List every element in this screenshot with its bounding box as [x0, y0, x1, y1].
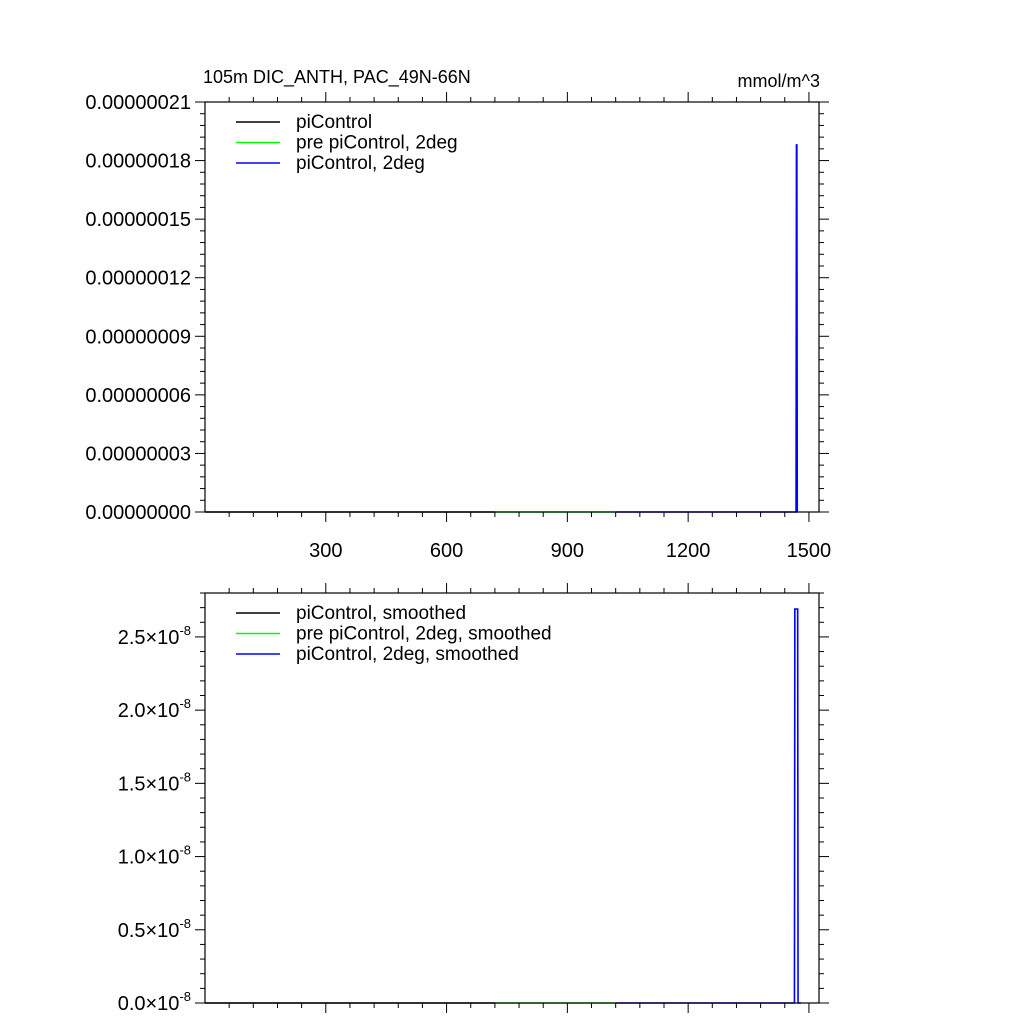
- legend-label: piControl: [296, 112, 372, 133]
- legend-label: pre piControl, 2deg: [296, 133, 458, 154]
- x-tick-label: 900: [551, 540, 584, 562]
- series-line: [615, 608, 801, 1004]
- y-tick-label: 2.5×10-8: [118, 623, 191, 649]
- y-tick-label: 0.0×10-8: [118, 989, 191, 1015]
- chart-title: 105m DIC_ANTH, PAC_49N-66N: [203, 67, 471, 88]
- axis-ticks: 300 600 900 1200 1500 0.00000000 0.00000003 0.0…: [85, 92, 831, 562]
- x-tick-label: 1200: [666, 540, 711, 562]
- series-line: [615, 144, 799, 513]
- y-tick-label: 0.00000021: [85, 92, 191, 114]
- y-tick-label: 0.00000009: [85, 326, 191, 348]
- legend-label: piControl, 2deg: [296, 153, 425, 174]
- axis-ticks: 0.0×10-8 0.5×10-8 1.0×10-8 1.5×10-8 2.0×10-8…: [118, 583, 829, 1015]
- y-tick-label: 1.0×10-8: [118, 843, 191, 869]
- y-tick-label: 0.00000006: [85, 385, 191, 407]
- y-tick-label: 1.5×10-8: [118, 769, 191, 795]
- plot-frame: [204, 101, 820, 513]
- y-tick-label: 0.5×10-8: [118, 916, 191, 942]
- y-tick-label: 0.00000018: [85, 151, 191, 173]
- y-tick-label: 2.0×10-8: [118, 696, 191, 722]
- legend-label: pre piControl, 2deg, smoothed: [296, 624, 552, 645]
- y-tick-label: 0.00000003: [85, 443, 191, 465]
- x-tick-label: 1500: [787, 540, 832, 562]
- legend-label: piControl, smoothed: [296, 603, 466, 624]
- series-group: [205, 144, 799, 513]
- x-tick-label: 300: [309, 540, 342, 562]
- legend-label: piControl, 2deg, smoothed: [296, 644, 519, 665]
- y-tick-label: 0.00000015: [85, 209, 191, 231]
- y-tick-label: 0.00000000: [85, 502, 191, 524]
- x-tick-label: 600: [430, 540, 463, 562]
- series-group: [205, 608, 801, 1004]
- y-tick-label: 0.00000012: [85, 268, 191, 290]
- bottom-chart: 0.0×10-8 0.5×10-8 1.0×10-8 1.5×10-8 2.0×10-8…: [118, 583, 829, 1015]
- top-chart: 105m DIC_ANTH, PAC_49N-66N mmol/m^3 300 6…: [85, 67, 831, 562]
- units-label: mmol/m^3: [738, 71, 820, 91]
